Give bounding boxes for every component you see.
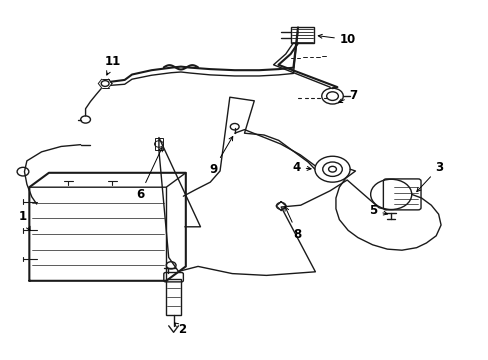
Text: 1: 1 [19,210,30,230]
Text: 9: 9 [209,136,232,176]
Bar [155,138,163,150]
Text: 8: 8 [285,207,301,240]
Bar [165,279,181,315]
Text: 3: 3 [416,161,443,192]
Bar [290,27,314,43]
Text: 10: 10 [318,33,355,46]
Text: 11: 11 [105,55,121,75]
Text: 7: 7 [338,89,357,103]
Text: 6: 6 [136,148,162,201]
Text: 5: 5 [368,204,386,217]
Text: 2: 2 [174,323,186,336]
Text: 4: 4 [292,161,310,174]
